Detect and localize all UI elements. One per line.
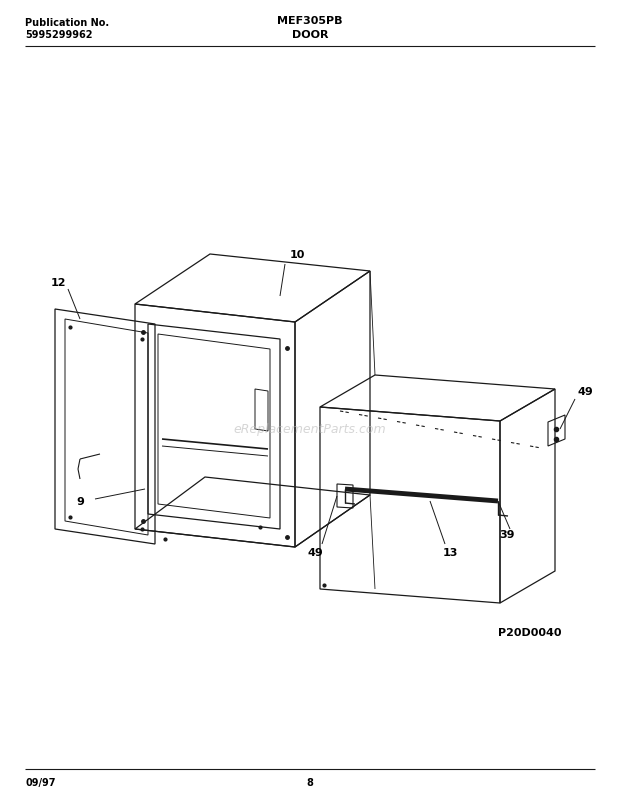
Text: 10: 10 xyxy=(290,250,306,259)
Text: 49: 49 xyxy=(578,386,594,397)
Text: 13: 13 xyxy=(442,548,458,557)
Text: P20D0040: P20D0040 xyxy=(498,627,562,638)
Text: 49: 49 xyxy=(307,548,323,557)
Text: 09/97: 09/97 xyxy=(25,777,56,787)
Text: eReplacementParts.com: eReplacementParts.com xyxy=(234,423,386,436)
Text: 5995299962: 5995299962 xyxy=(25,30,92,40)
Text: 8: 8 xyxy=(306,777,314,787)
Text: 12: 12 xyxy=(50,278,66,287)
Text: 39: 39 xyxy=(500,529,515,540)
Text: 9: 9 xyxy=(76,496,84,507)
Text: DOOR: DOOR xyxy=(292,30,328,40)
Text: MEF305PB: MEF305PB xyxy=(277,16,343,26)
Text: Publication No.: Publication No. xyxy=(25,18,109,28)
